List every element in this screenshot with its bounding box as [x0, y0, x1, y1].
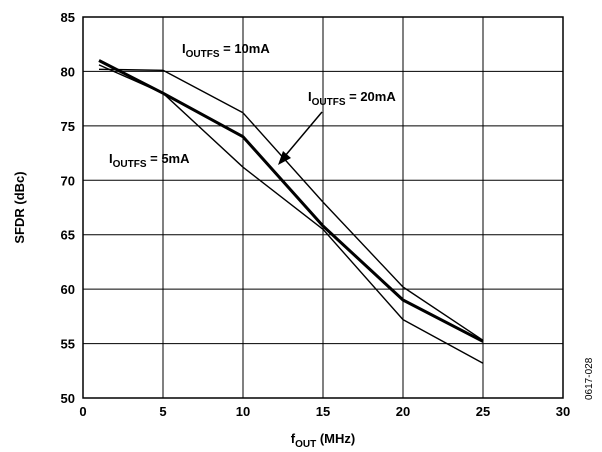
x-tick-label-10: 10 [236, 404, 250, 419]
y-tick-label-60: 60 [61, 282, 75, 297]
x-tick-label-30: 30 [556, 404, 570, 419]
arrow-head [278, 151, 291, 165]
y-tick-label-55: 55 [61, 337, 75, 352]
series-label-20ma: IOUTFS = 20mA [308, 89, 396, 108]
series-line-20ma [98, 59, 484, 343]
y-tick-label-70: 70 [61, 173, 75, 188]
series-label-10ma: IOUTFS = 10mA [182, 41, 270, 60]
figure-id: 0617-028 [584, 357, 595, 400]
x-tick-label-5: 5 [159, 404, 166, 419]
x-tick-label-0: 0 [79, 404, 86, 419]
grid [83, 17, 563, 398]
x-axis-title: fOUT (MHz) [291, 431, 355, 450]
series-labels: IOUTFS = 10mA IOUTFS = 20mA IOUTFS = 5mA [109, 41, 396, 170]
callout-arrow [278, 111, 323, 165]
y-tick-labels: 50 55 60 65 70 75 80 85 [61, 10, 75, 406]
x-tick-label-20: 20 [396, 404, 410, 419]
x-tick-labels: 0 5 10 15 20 25 30 [79, 404, 570, 419]
arrow-shaft [284, 111, 323, 157]
series-lines [98, 59, 484, 364]
plot-frame [82, 16, 564, 399]
y-tick-label-85: 85 [61, 10, 75, 25]
y-tick-label-50: 50 [61, 391, 75, 406]
y-tick-label-65: 65 [61, 228, 75, 243]
y-axis-title: SFDR (dBc) [12, 171, 27, 243]
series-label-5ma: IOUTFS = 5mA [109, 151, 190, 170]
y-tick-label-75: 75 [61, 119, 75, 134]
x-tick-label-15: 15 [316, 404, 330, 419]
y-tick-label-80: 80 [61, 64, 75, 79]
x-tick-label-25: 25 [476, 404, 490, 419]
series-line-5ma [98, 64, 484, 364]
